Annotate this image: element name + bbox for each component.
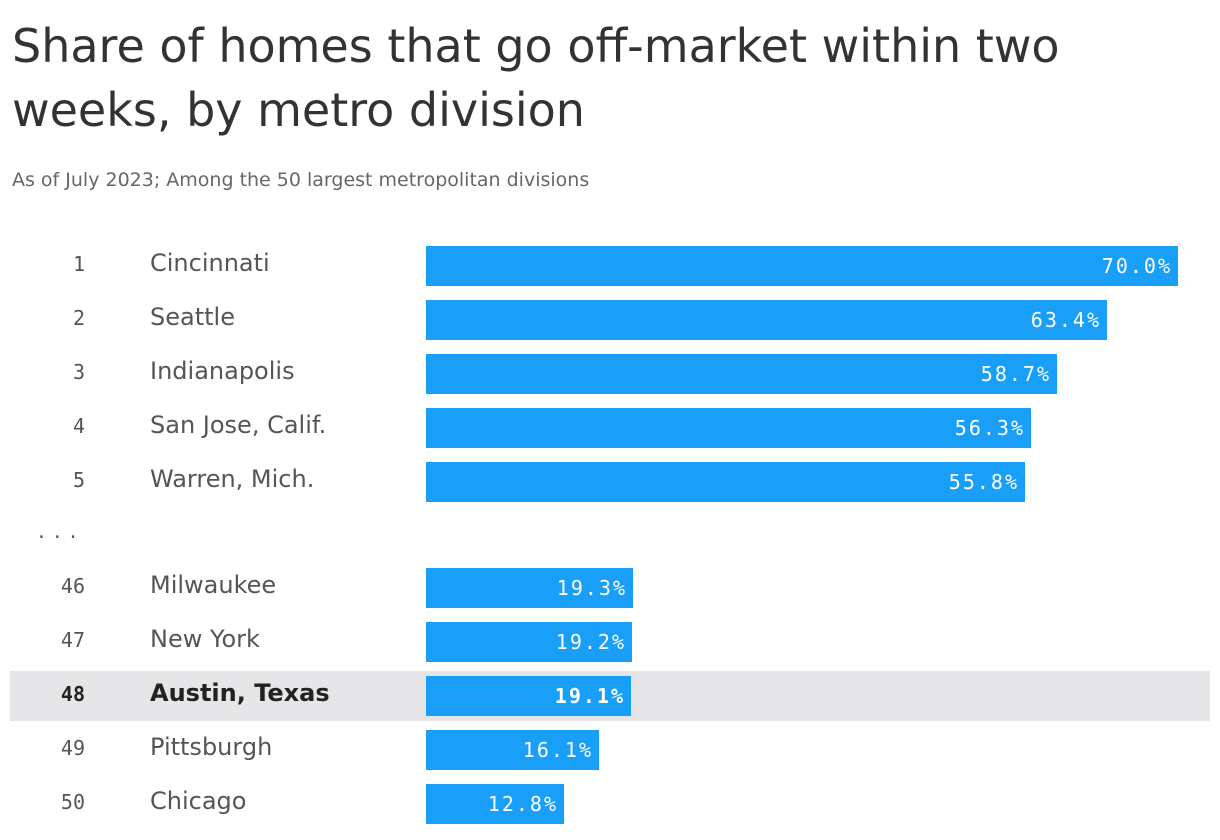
- row-rank: 3: [72, 360, 85, 384]
- row-rank: 1: [72, 252, 85, 276]
- row-rank: 50: [60, 790, 85, 814]
- row-rank: 2: [72, 306, 85, 330]
- row-rank: 49: [60, 736, 85, 760]
- row-metro-name: Chicago: [150, 787, 247, 815]
- bar: 58.7%: [426, 354, 1057, 394]
- bar-value-label: 70.0%: [1101, 254, 1172, 278]
- row-rank: 48: [60, 682, 85, 706]
- chart-subtitle: As of July 2023; Among the 50 largest me…: [12, 169, 590, 191]
- bar: 19.3%: [426, 568, 633, 608]
- row-rank: 4: [72, 414, 85, 438]
- row-metro-name: Indianapolis: [150, 357, 295, 385]
- bar-value-label: 63.4%: [1030, 308, 1101, 332]
- bar-value-label: 12.8%: [487, 792, 558, 816]
- bar: 63.4%: [426, 300, 1107, 340]
- row-metro-name: Pittsburgh: [150, 733, 273, 761]
- bar: 16.1%: [426, 730, 599, 770]
- row-metro-name: Seattle: [150, 303, 235, 331]
- rank-gap-ellipsis: ...: [36, 522, 84, 543]
- bar: 19.2%: [426, 622, 632, 662]
- chart-title: Share of homes that go off-market within…: [12, 19, 1060, 137]
- row-metro-name: San Jose, Calif.: [150, 411, 327, 439]
- row-metro-name: New York: [150, 625, 260, 653]
- row-metro-name: Cincinnati: [150, 249, 270, 277]
- row-metro-name: Warren, Mich.: [150, 465, 315, 493]
- row-rank: 46: [60, 574, 85, 598]
- bar-value-label: 56.3%: [954, 416, 1025, 440]
- row-rank: 5: [72, 468, 85, 492]
- row-metro-name: Austin, Texas: [150, 679, 330, 707]
- bar: 12.8%: [426, 784, 564, 824]
- bar-value-label: 19.1%: [554, 684, 625, 708]
- bar-value-label: 58.7%: [980, 362, 1051, 386]
- row-metro-name: Milwaukee: [150, 571, 277, 599]
- bar-value-label: 19.2%: [555, 630, 626, 654]
- bar-value-label: 19.3%: [556, 576, 627, 600]
- bar: 70.0%: [426, 246, 1178, 286]
- row-rank: 47: [60, 628, 85, 652]
- bar-value-label: 16.1%: [522, 738, 593, 762]
- bar: 55.8%: [426, 462, 1025, 502]
- bar: 19.1%: [426, 676, 631, 716]
- bar-value-label: 55.8%: [948, 470, 1019, 494]
- bar: 56.3%: [426, 408, 1031, 448]
